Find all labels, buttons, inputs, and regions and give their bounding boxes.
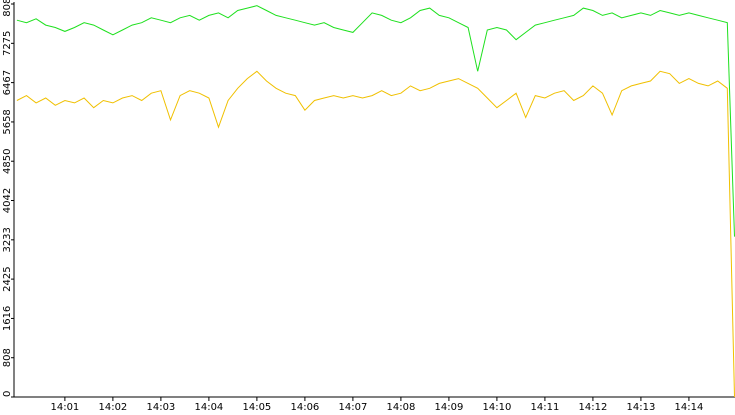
x-tick-label: 14:10: [482, 402, 511, 413]
x-tick-label: 14:01: [50, 402, 79, 413]
y-tick-label: 3233: [2, 227, 13, 252]
y-tick-label: 8084: [2, 0, 13, 17]
x-tick-label: 14:12: [578, 402, 607, 413]
x-tick-label: 14:07: [338, 402, 367, 413]
y-tick-label: 4850: [2, 148, 13, 173]
y-tick-label: 6467: [2, 70, 13, 95]
y-tick-label: 7275: [2, 31, 13, 56]
x-tick-label: 14:06: [290, 402, 319, 413]
y-tick-label: 4042: [2, 188, 13, 213]
y-tick-label: 1616: [2, 306, 13, 331]
y-tick-label: 2425: [2, 266, 13, 291]
x-tick-label: 14:11: [530, 402, 559, 413]
x-tick-label: 14:13: [627, 402, 656, 413]
x-tick-label: 14:04: [194, 402, 223, 413]
series-line: [16, 5, 735, 237]
x-tick-label: 14:05: [242, 402, 271, 413]
x-tick-label: 14:08: [386, 402, 415, 413]
y-tick-label: 5658: [2, 109, 13, 134]
series-line: [16, 70, 735, 398]
x-tick-label: 14:02: [98, 402, 127, 413]
x-tick-label: 14:14: [675, 402, 704, 413]
y-tick-label: 0: [2, 391, 13, 397]
x-tick-label: 14:03: [146, 402, 175, 413]
y-tick-label: 808: [2, 348, 13, 367]
x-tick-label: 14:09: [434, 402, 463, 413]
